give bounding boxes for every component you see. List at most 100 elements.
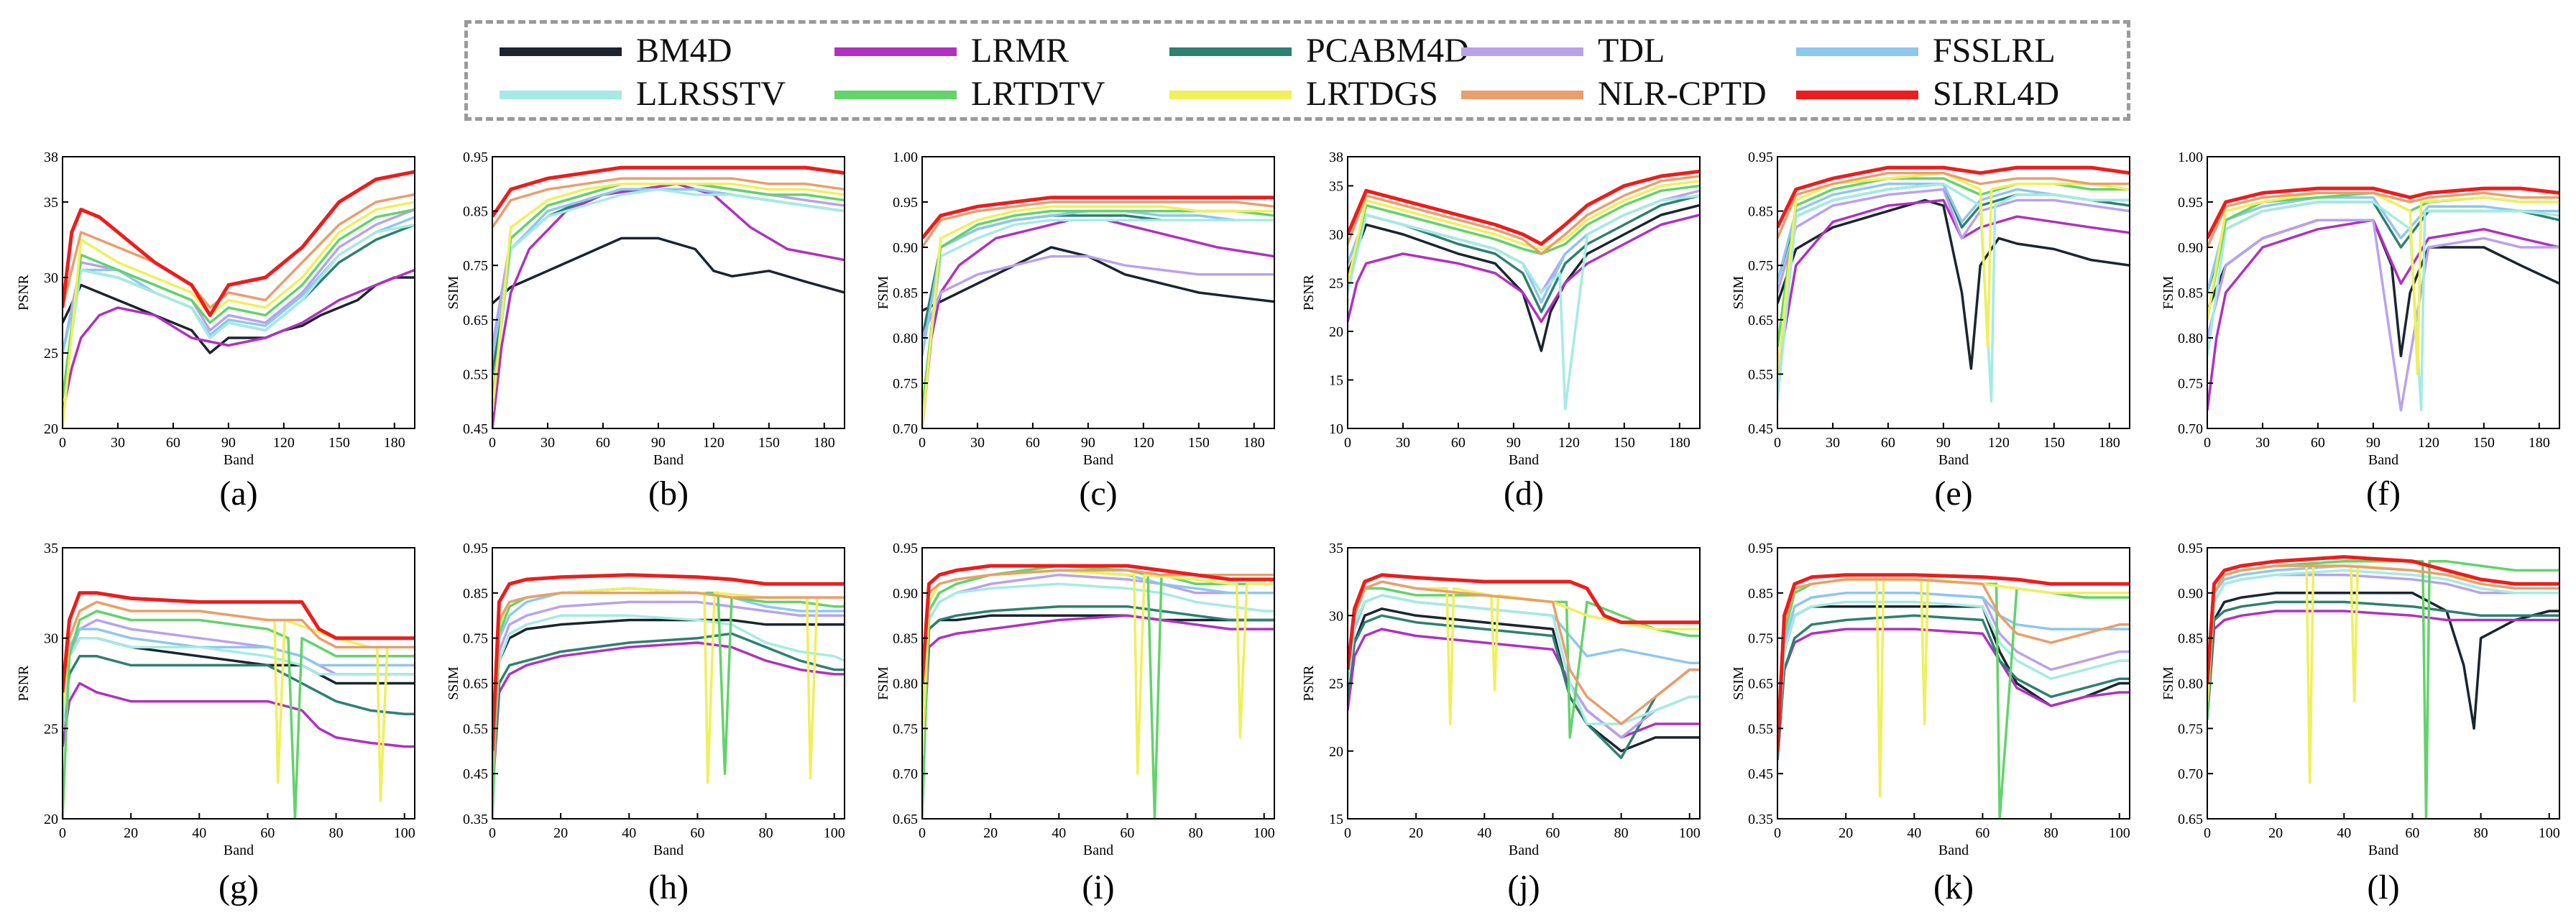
series-line-lrtdgs [922,569,1274,775]
series-line-fsslrl [63,216,415,354]
y-axis-label: PSNR [16,665,32,702]
series-group [63,591,415,819]
x-tick-label: 90 [2366,435,2380,451]
y-axis-label: SSIM [446,666,461,700]
y-tick-label: 0.80 [893,331,918,346]
chart-panel-h: 0 20 40 60 80 100 0.35 0.45 0.55 0.65 0.75 0.85 0.95… [446,541,845,906]
y-tick-label: 0.85 [1748,586,1773,602]
series-group [492,165,845,428]
plot-frame [1347,547,1701,820]
legend-label: LRTDTV [971,75,1105,113]
x-tick-label: 180 [2099,435,2120,451]
x-tick-label: 180 [384,435,405,451]
series-line-llrsstv [63,636,415,729]
series-line-lrtdtv [1348,184,1700,283]
y-axis-label: SSIM [1731,666,1747,700]
y-tick-label: 30 [44,270,58,286]
series-line-slrl4d [1777,165,2130,229]
series-line-fsslrl [492,587,845,774]
panel-label: (g) [218,868,259,906]
series-line-lrtdgs [1777,578,2130,798]
x-axis-label: Band [1938,452,1969,468]
series-line-lrmr [492,641,845,797]
x-tick-label: 30 [2255,435,2270,451]
series-line-llrsstv [1777,600,2130,751]
y-tick-label: 30 [44,631,58,647]
y-tick-label: 35 [1329,179,1343,195]
series-line-lrtdgs [492,183,845,413]
y-tick-label: 20 [1329,744,1343,760]
y-tick-label: 0.65 [463,676,488,692]
y-tick-label: 0.80 [2178,676,2203,692]
series-line-llrsstv [2207,201,2559,412]
series-line-fsslrl [2207,196,2559,293]
y-tick-label: 0.45 [1748,421,1773,437]
y-tick-label: 0.90 [2178,586,2203,602]
legend-label: PCABM4D [1306,32,1469,70]
y-tick-label: 20 [44,421,58,437]
series-group [1777,165,2130,403]
x-tick-label: 40 [192,825,206,841]
series-line-pcabm4d [492,632,845,788]
x-tick-label: 60 [166,435,180,451]
series-line-slrl4d [492,573,845,751]
y-tick-label: 15 [1329,373,1343,389]
x-axis-label: Band [2368,452,2398,468]
chart-panel-f: 0 30 60 90 120 150 180 0.70 0.75 0.80 0.85 0.90 0.95… [2161,150,2560,513]
series-line-pcabm4d [63,655,415,729]
y-tick-label: 0.75 [1748,631,1773,647]
series-line-slrl4d [492,165,845,218]
series-line-fsslrl [1777,592,2130,751]
panel-label: (d) [1504,474,1544,513]
series-line-nlr-cptd [1348,175,1700,255]
series-line-tdl [922,573,1274,729]
series-line-nlr-cptd [2207,564,2559,684]
x-tick-label: 20 [983,825,998,841]
panel-label: (i) [1082,868,1114,906]
series-line-slrl4d [2207,555,2559,684]
series-line-nlr-cptd [492,592,845,774]
x-tick-label: 150 [1188,435,1210,451]
legend-label: FSSLRL [1933,32,2056,70]
y-tick-label: 20 [1329,324,1343,340]
x-tick-label: 60 [1545,825,1560,841]
series-line-lrmr [1348,628,1700,739]
y-tick-label: 0.95 [1748,541,1773,556]
y-tick-label: 0.70 [2178,766,2203,782]
y-tick-label: 0.55 [463,367,488,382]
series-line-tdl [2207,219,2559,412]
x-axis-label: Band [1938,843,1969,858]
legend-swatch [1461,47,1583,56]
series-line-slrl4d [1348,169,1700,246]
panel-label: (b) [648,474,689,513]
x-tick-label: 120 [703,435,724,451]
y-tick-label: 0.85 [463,204,488,220]
series-line-tdl [1777,188,2130,293]
x-tick-label: 180 [1669,435,1690,451]
x-tick-label: 40 [2337,825,2351,841]
series-line-lrtdgs [2207,564,2559,784]
series-line-lrmr [922,219,1274,428]
y-axis-label: FSIM [875,666,891,700]
series-line-tdl [1348,594,1700,739]
y-tick-label: 0.70 [893,421,918,437]
series-line-llrsstv [1348,594,1700,725]
y-tick-label: 0.95 [893,195,918,211]
plot-frame [62,156,415,429]
series-line-bm4d [1348,607,1700,753]
x-tick-label: 60 [690,825,704,841]
series-line-slrl4d [2207,186,2559,239]
x-tick-label: 20 [553,825,568,841]
x-tick-label: 80 [2044,825,2058,841]
x-tick-label: 0 [59,435,66,451]
y-tick-label: 25 [44,346,58,362]
panel-label: (a) [219,474,257,513]
series-line-lrtdgs [63,201,415,428]
x-tick-label: 180 [2529,435,2550,451]
x-tick-label: 60 [1120,825,1134,841]
y-tick-label: 35 [1329,541,1343,556]
x-tick-label: 30 [111,435,125,451]
x-tick-label: 30 [540,435,555,451]
plot-frame [492,156,845,429]
